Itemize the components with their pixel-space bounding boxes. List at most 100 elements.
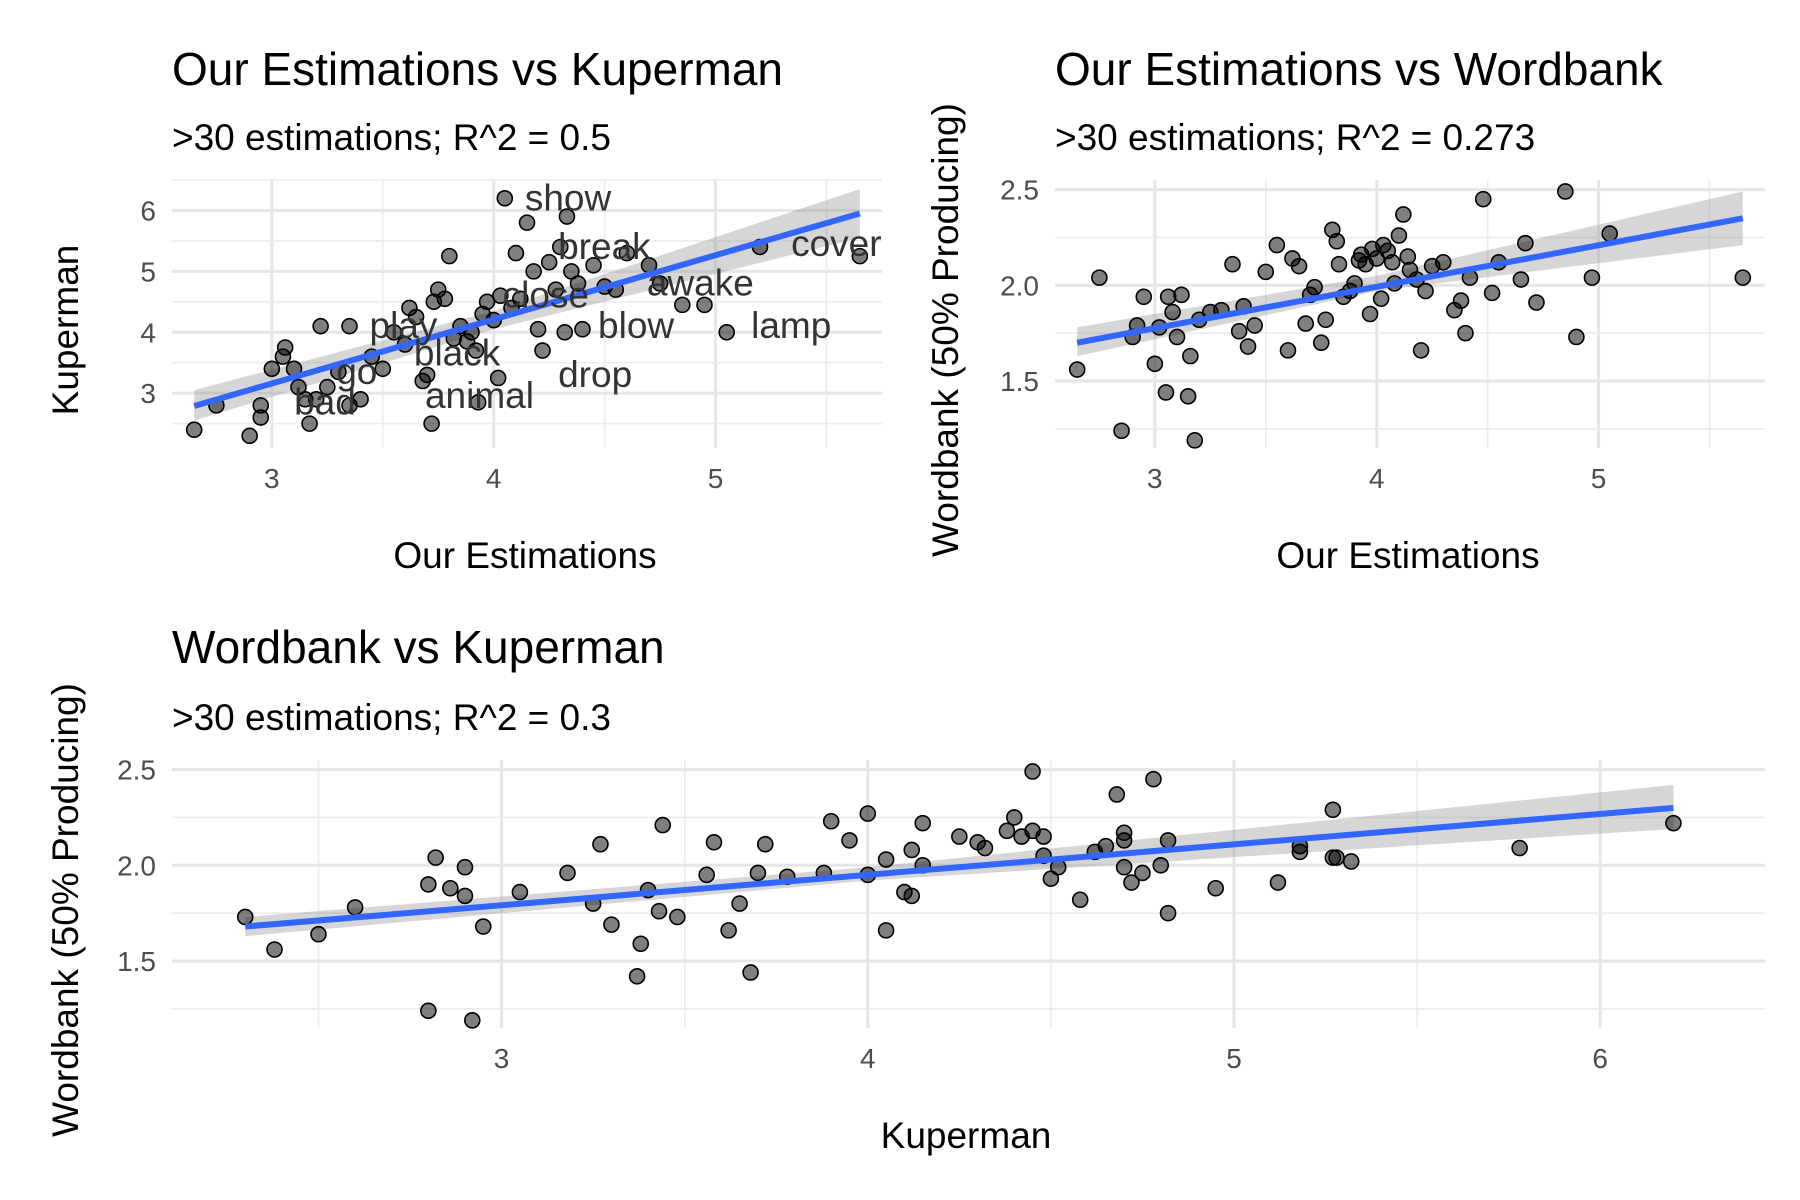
word-labels: show break cover awake close play blow lamp blac… bbox=[294, 177, 881, 422]
data-point bbox=[1071, 891, 1089, 909]
y-tick-label: 1.5 bbox=[1000, 366, 1039, 397]
data-point bbox=[525, 263, 542, 280]
data-point bbox=[1024, 763, 1041, 780]
data-point bbox=[1179, 388, 1197, 405]
word-label: lamp bbox=[751, 305, 831, 346]
data-point bbox=[914, 814, 932, 832]
data-point bbox=[1395, 206, 1412, 223]
data-point bbox=[1372, 290, 1390, 307]
data-point bbox=[1207, 879, 1224, 897]
data-point bbox=[756, 835, 774, 853]
data-point bbox=[266, 941, 283, 958]
data-point bbox=[705, 834, 723, 851]
data-point bbox=[903, 887, 921, 905]
x-tick-label: 3 bbox=[1147, 463, 1163, 494]
x-axis-title: Our Estimations bbox=[393, 535, 656, 576]
data-point bbox=[632, 935, 650, 953]
data-point bbox=[696, 296, 713, 314]
y-tick-label: 4 bbox=[140, 317, 156, 348]
y-axis-title: Wordbank (50% Producing) bbox=[45, 683, 86, 1137]
data-point bbox=[1005, 809, 1023, 826]
y-tick-label: 2.0 bbox=[1000, 270, 1039, 301]
data-point bbox=[276, 339, 294, 356]
data-point bbox=[618, 244, 636, 262]
data-point bbox=[1164, 303, 1181, 321]
x-axis-title: Kuperman bbox=[881, 1115, 1052, 1156]
data-point bbox=[467, 342, 485, 359]
fit-line bbox=[1076, 215, 1744, 346]
chart-our-vs-wordbank: Our Estimations vs Wordbank >30 estimati… bbox=[925, 43, 1765, 576]
confidence-band bbox=[194, 189, 860, 421]
data-point bbox=[512, 290, 529, 308]
data-point bbox=[1257, 263, 1275, 281]
data-point bbox=[1230, 322, 1248, 340]
data-point bbox=[1115, 824, 1133, 842]
data-point bbox=[1734, 269, 1752, 286]
data-point bbox=[822, 812, 840, 830]
data-point bbox=[1168, 328, 1186, 346]
data-point bbox=[859, 805, 877, 822]
y-tick-label: 1.5 bbox=[117, 946, 156, 977]
word-label: go bbox=[336, 351, 377, 392]
data-point bbox=[1113, 422, 1130, 440]
data-point bbox=[301, 415, 318, 432]
data-point bbox=[698, 866, 715, 884]
data-point bbox=[569, 275, 587, 292]
data-point bbox=[534, 342, 551, 359]
data-point bbox=[1224, 255, 1241, 273]
data-point bbox=[1182, 347, 1199, 365]
data-point bbox=[998, 822, 1016, 840]
data-point bbox=[1483, 284, 1501, 302]
data-point bbox=[651, 275, 669, 292]
data-point bbox=[1159, 832, 1177, 849]
data-point bbox=[1173, 286, 1190, 304]
data-point bbox=[585, 256, 602, 274]
y-tick-label: 2.0 bbox=[117, 850, 156, 881]
data-point bbox=[1297, 315, 1315, 332]
word-label: blow bbox=[598, 305, 674, 346]
x-tick-label: 6 bbox=[1592, 1043, 1608, 1074]
data-point bbox=[1239, 338, 1257, 355]
y-tick-label: 2.5 bbox=[117, 755, 156, 786]
data-point bbox=[312, 317, 329, 335]
data-point bbox=[441, 247, 458, 265]
word-label: play bbox=[370, 305, 438, 346]
data-point bbox=[1399, 248, 1417, 265]
data-point bbox=[478, 293, 496, 311]
data-point bbox=[427, 849, 444, 866]
data-point bbox=[1452, 292, 1470, 309]
chart-subtitle: >30 estimations; R^2 = 0.273 bbox=[1055, 117, 1535, 158]
data-point bbox=[742, 964, 759, 981]
data-point bbox=[319, 378, 336, 396]
data-point bbox=[669, 908, 686, 926]
data-point bbox=[1108, 786, 1126, 803]
data-point bbox=[674, 296, 691, 314]
data-point bbox=[1123, 874, 1140, 891]
data-point bbox=[1042, 870, 1060, 887]
y-axis-title: Wordbank (50% Producing) bbox=[925, 103, 966, 557]
data-point bbox=[1145, 770, 1162, 788]
data-point bbox=[1157, 384, 1175, 401]
data-point bbox=[185, 421, 203, 439]
y-tick-label: 3 bbox=[140, 378, 156, 409]
data-point bbox=[720, 922, 737, 939]
data-point bbox=[1342, 853, 1360, 870]
chart-our-vs-kuperman: Our Estimations vs Kuperman >30 estimati… bbox=[45, 43, 882, 576]
data-point bbox=[654, 816, 672, 834]
x-tick-label: 4 bbox=[860, 1043, 876, 1074]
word-label: black bbox=[414, 333, 501, 374]
data-point bbox=[851, 247, 869, 265]
data-point bbox=[307, 390, 325, 408]
chart-subtitle: >30 estimations; R^2 = 0.5 bbox=[172, 117, 611, 158]
confidence-band-area bbox=[194, 189, 860, 421]
data-point bbox=[1361, 305, 1379, 323]
y-tick-labels: 3 4 5 6 bbox=[140, 195, 156, 409]
data-point bbox=[1291, 843, 1309, 861]
fit-line bbox=[193, 210, 861, 409]
data-point bbox=[236, 908, 254, 926]
data-point bbox=[456, 887, 474, 905]
data-point bbox=[1068, 361, 1086, 378]
data-point bbox=[650, 902, 668, 920]
